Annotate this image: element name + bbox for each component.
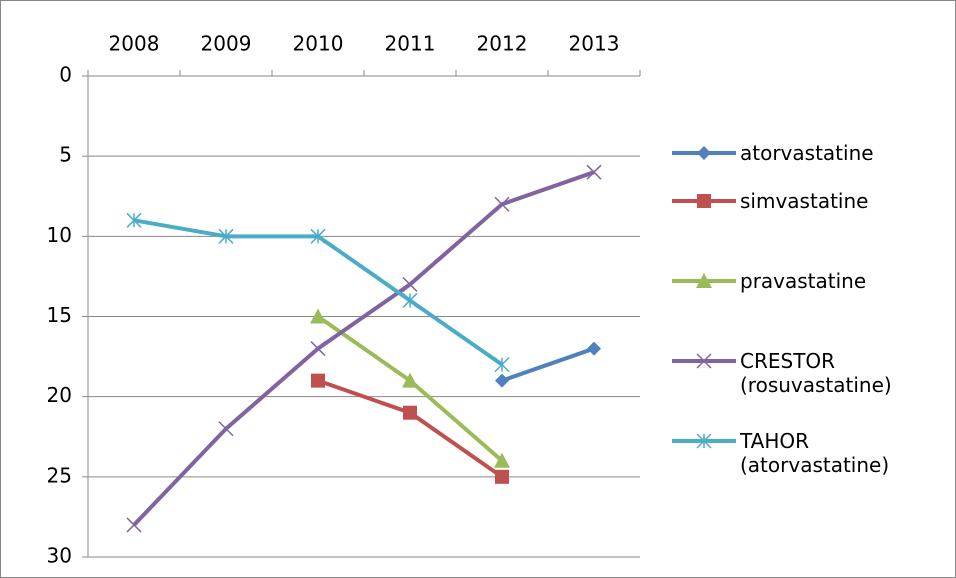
marker xyxy=(586,164,602,180)
marker xyxy=(697,194,711,208)
marker xyxy=(402,372,418,388)
series-line xyxy=(501,346,595,383)
y-tick-label: 0 xyxy=(59,63,72,87)
y-tick-label: 15 xyxy=(47,303,72,327)
legend-label: CRESTOR (rosuvastatine) xyxy=(740,349,892,397)
marker xyxy=(310,341,326,357)
legend-label: atorvastatine xyxy=(740,141,874,165)
marker xyxy=(403,405,417,420)
marker xyxy=(218,421,234,437)
x-tick-label: 2013 xyxy=(569,32,620,56)
series-line xyxy=(317,378,504,479)
marker xyxy=(310,228,326,244)
marker xyxy=(697,146,711,160)
marker xyxy=(495,469,509,484)
marker xyxy=(126,212,142,228)
x-tick-label: 2009 xyxy=(201,32,252,56)
marker xyxy=(402,292,418,308)
y-tick-label: 25 xyxy=(47,463,72,487)
legend-label: simvastatine xyxy=(740,189,869,213)
x-tick-label: 2011 xyxy=(385,32,436,56)
legend-label: pravastatine xyxy=(740,269,867,293)
marker xyxy=(126,517,142,533)
marker xyxy=(696,433,712,449)
marker xyxy=(310,308,326,324)
marker xyxy=(495,373,509,388)
marker xyxy=(696,353,712,369)
y-tick-label: 30 xyxy=(47,544,72,568)
y-tick-label: 10 xyxy=(47,223,72,247)
marker xyxy=(494,452,510,468)
marker xyxy=(218,228,234,244)
marker xyxy=(494,357,510,373)
x-tick-label: 2008 xyxy=(109,32,160,56)
series-line xyxy=(132,170,595,527)
y-tick-label: 5 xyxy=(59,143,72,167)
marker xyxy=(311,373,325,388)
marker xyxy=(494,196,510,212)
y-tick-label: 20 xyxy=(47,383,72,407)
marker xyxy=(696,273,712,288)
marker xyxy=(587,341,601,356)
legend-label: TAHOR (atorvastatine) xyxy=(740,429,890,477)
x-tick-label: 2010 xyxy=(293,32,344,56)
x-tick-label: 2012 xyxy=(477,32,528,56)
marker xyxy=(402,276,418,292)
